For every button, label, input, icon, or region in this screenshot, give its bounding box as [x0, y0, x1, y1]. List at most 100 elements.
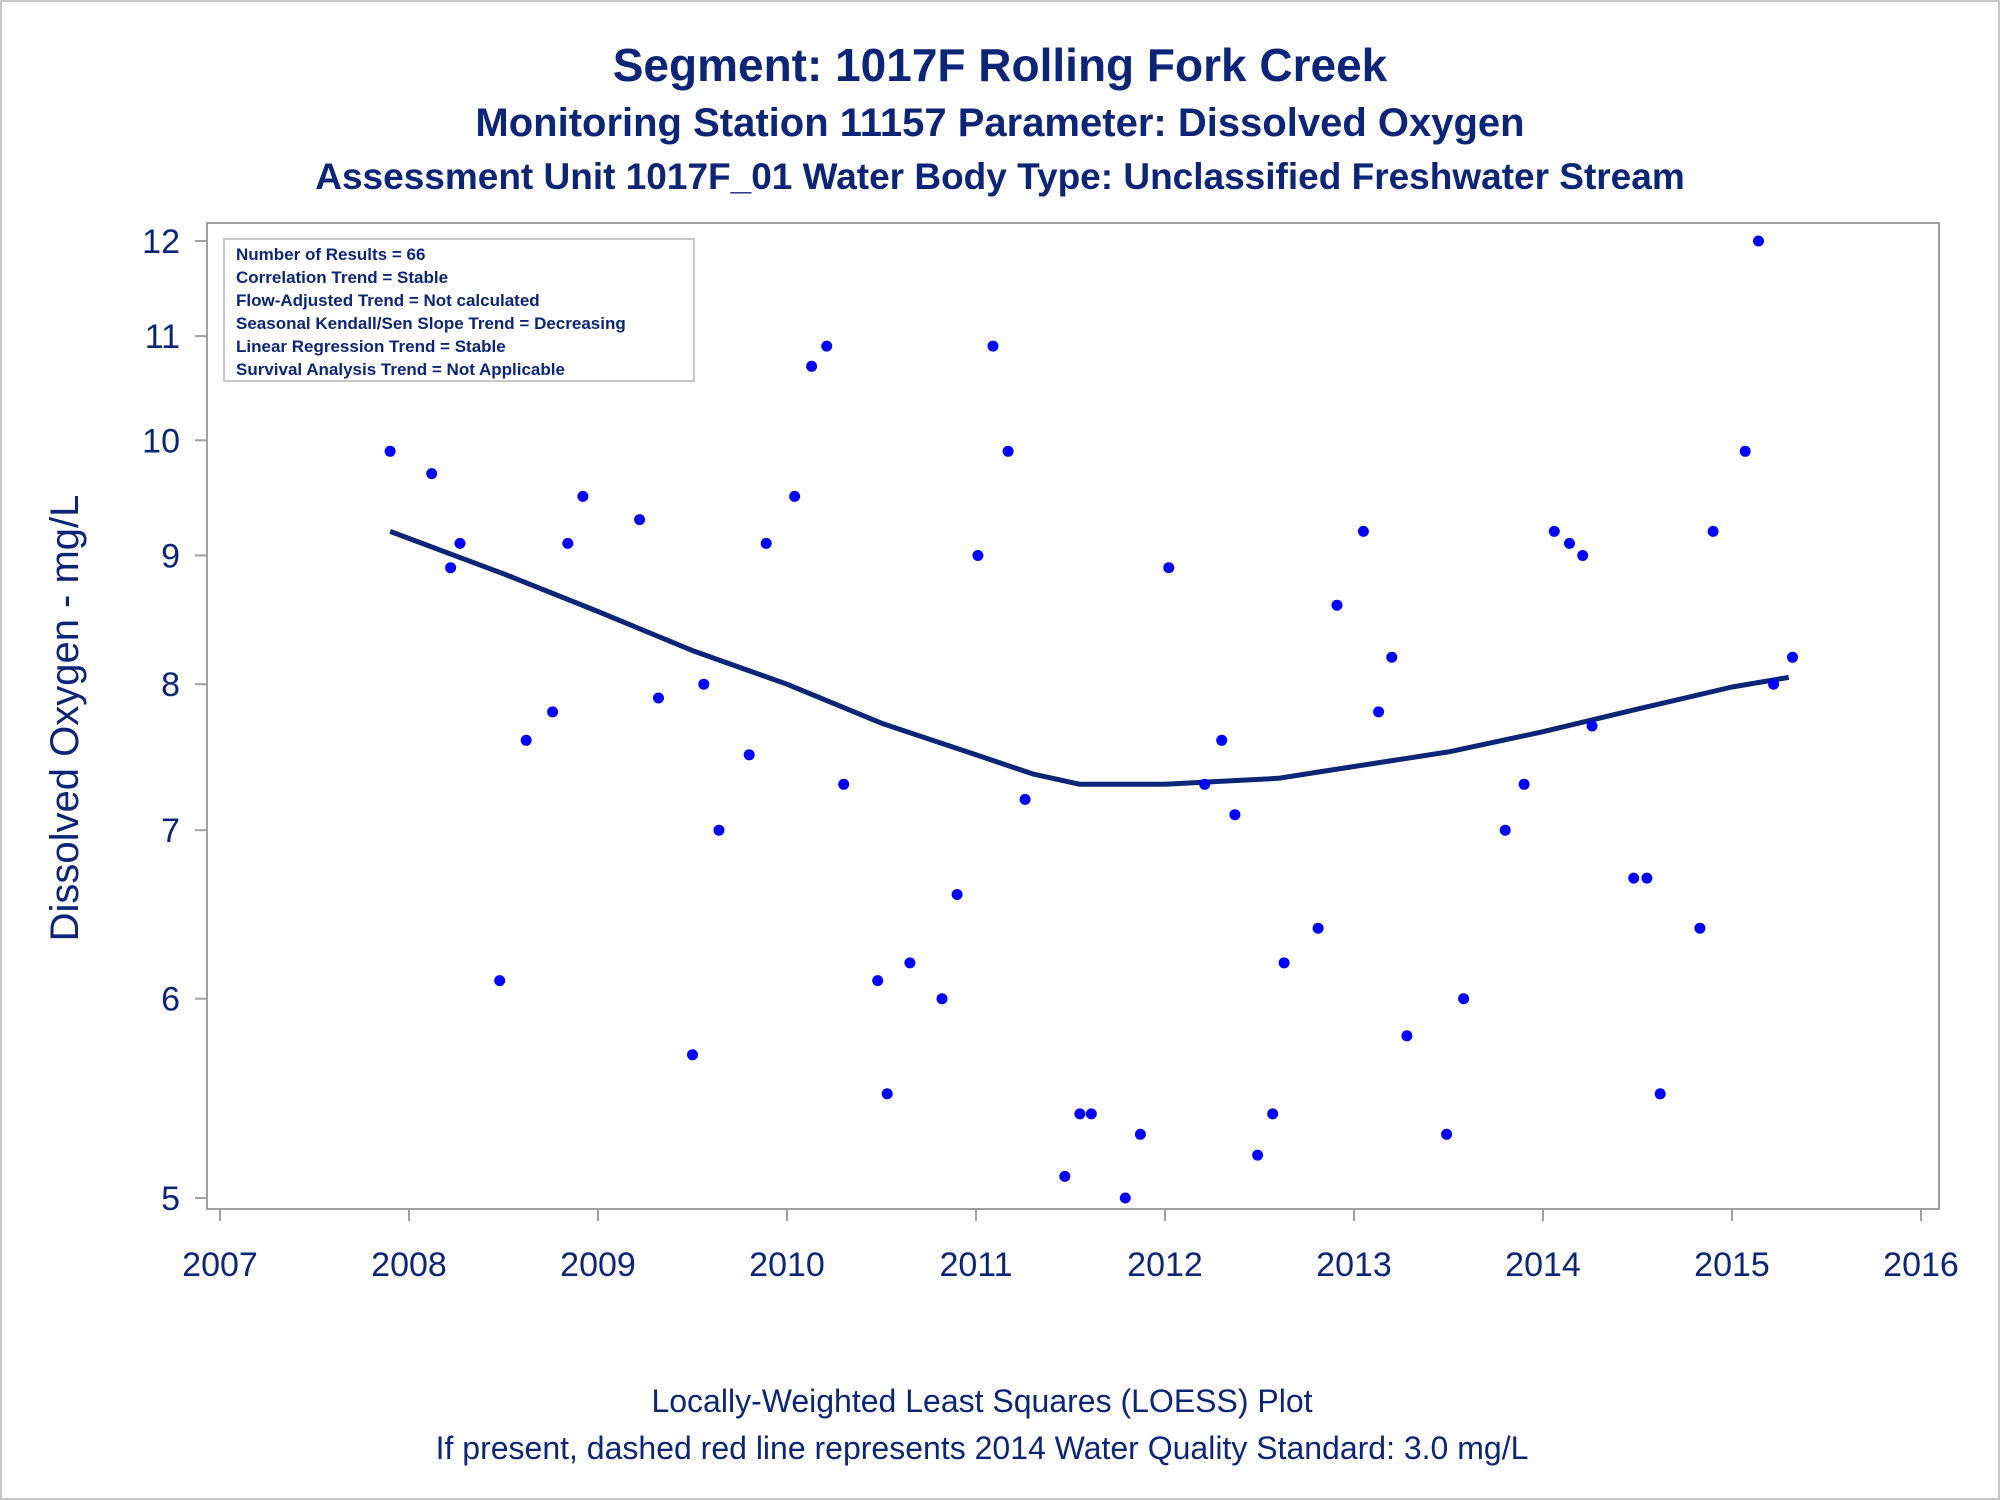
stat-linear-regression-trend: Linear Regression Trend = Stable — [236, 337, 506, 356]
data-point — [1019, 793, 1031, 805]
x-tick-label: 2012 — [1127, 1246, 1203, 1284]
data-point — [698, 678, 710, 690]
data-point — [1753, 235, 1764, 247]
statistics-box-border — [223, 238, 695, 382]
data-point — [1386, 651, 1398, 663]
data-point — [1499, 824, 1511, 836]
data-point — [872, 975, 884, 987]
data-point — [1134, 1128, 1146, 1140]
y-tick-label: 10 — [142, 422, 180, 460]
data-point — [653, 692, 664, 704]
data-point — [1312, 922, 1324, 934]
data-point — [1768, 678, 1780, 690]
data-point — [1707, 525, 1719, 537]
data-point — [1059, 1170, 1071, 1182]
data-point — [1252, 1149, 1264, 1161]
data-point — [1119, 1192, 1131, 1204]
loess-layer — [389, 529, 1790, 787]
data-point — [1278, 957, 1290, 969]
data-point — [951, 889, 963, 900]
data-point — [789, 490, 801, 502]
data-point — [454, 537, 466, 549]
data-point — [445, 562, 457, 574]
data-point — [1163, 562, 1175, 574]
data-point — [1267, 1108, 1279, 1120]
data-point — [1373, 706, 1385, 718]
statistics-box: Number of Results = 66 Correlation Trend… — [223, 238, 695, 382]
stat-number-of-results: Number of Results = 66 — [236, 245, 425, 264]
data-point — [987, 340, 999, 352]
stat-correlation-trend: Correlation Trend = Stable — [236, 268, 448, 287]
chart-subtitle: Monitoring Station 11157 Parameter: Diss… — [475, 101, 1525, 145]
x-tick-label: 2016 — [1883, 1246, 1959, 1284]
data-point — [547, 706, 559, 718]
data-point — [838, 778, 850, 790]
data-point — [1628, 872, 1640, 884]
data-point — [1331, 599, 1343, 611]
data-point — [384, 445, 396, 457]
data-point — [494, 975, 506, 987]
data-point — [1085, 1108, 1097, 1120]
data-point — [426, 468, 438, 480]
stat-survival-analysis-trend: Survival Analysis Trend = Not Applicable — [236, 360, 565, 379]
x-tick-label: 2009 — [560, 1246, 636, 1284]
data-point — [806, 360, 818, 372]
data-point — [1564, 537, 1575, 549]
x-tick-label: 2007 — [182, 1246, 258, 1284]
data-point — [1002, 445, 1014, 457]
data-point — [1216, 734, 1228, 746]
data-point — [972, 550, 984, 561]
data-point — [743, 749, 755, 761]
data-point — [1441, 1128, 1453, 1140]
y-tick-label: 8 — [161, 666, 180, 704]
data-point — [936, 993, 948, 1005]
data-point — [1074, 1108, 1086, 1120]
x-axis: 2007 2008 2009 2010 2011 2012 2013 2014 2015 2016 — [182, 1209, 1959, 1284]
data-point — [1401, 1030, 1413, 1042]
loess-curve — [389, 529, 1790, 787]
x-tick-label: 2011 — [939, 1246, 1012, 1284]
x-tick-label: 2014 — [1505, 1246, 1581, 1284]
x-tick-label: 2015 — [1694, 1246, 1770, 1284]
y-tick-label: 12 — [142, 223, 180, 261]
data-point — [687, 1049, 698, 1061]
x-tick-label: 2010 — [749, 1246, 825, 1284]
data-point — [1548, 525, 1560, 537]
y-tick-label: 11 — [145, 318, 180, 356]
data-point — [634, 514, 646, 526]
y-tick-label: 9 — [161, 537, 180, 575]
data-point — [1577, 550, 1589, 561]
data-point — [1586, 720, 1598, 732]
data-point — [713, 824, 725, 836]
y-axis-title: Dissolved Oxygen - mg/L — [43, 495, 87, 942]
stat-seasonal-kendall-trend: Seasonal Kendall/Sen Slope Trend = Decre… — [236, 314, 626, 333]
data-point — [1654, 1088, 1666, 1100]
data-point — [1458, 993, 1470, 1005]
data-point — [1739, 445, 1751, 457]
data-points — [384, 235, 1798, 1204]
footnote-standard: If present, dashed red line represents 2… — [435, 1430, 1529, 1466]
x-tick-label: 2013 — [1316, 1246, 1392, 1284]
data-point — [760, 537, 772, 549]
y-tick-label: 5 — [161, 1180, 180, 1218]
data-point — [1357, 525, 1369, 537]
y-axis: 5 6 7 8 9 10 11 12 — [142, 223, 207, 1218]
data-point — [520, 734, 532, 746]
data-point — [1199, 778, 1211, 790]
footnote-loess: Locally-Weighted Least Squares (LOESS) P… — [651, 1383, 1313, 1419]
data-point — [881, 1088, 893, 1100]
plot-area-border — [206, 222, 1940, 1210]
x-tick-label: 2008 — [371, 1246, 447, 1284]
data-point — [1787, 651, 1798, 663]
stat-flow-adjusted-trend: Flow-Adjusted Trend = Not calculated — [236, 291, 540, 310]
chart-subtitle-assessment: Assessment Unit 1017F_01 Water Body Type… — [315, 156, 1685, 197]
data-point — [1229, 809, 1241, 821]
data-point — [1641, 872, 1653, 884]
y-tick-label: 7 — [161, 812, 180, 850]
data-point — [1694, 922, 1706, 934]
chart-title: Segment: 1017F Rolling Fork Creek — [612, 39, 1388, 91]
y-tick-label: 6 — [161, 981, 180, 1019]
data-point — [904, 957, 916, 969]
data-point — [562, 537, 574, 549]
